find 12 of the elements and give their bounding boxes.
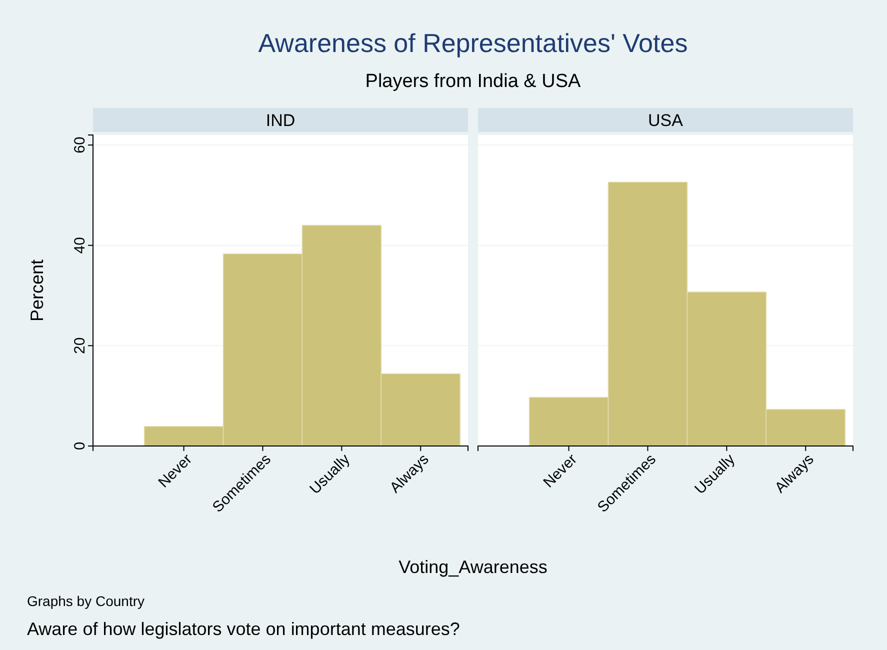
y-tick-label: 60	[71, 136, 88, 154]
y-tick-label: 40	[71, 237, 88, 254]
chart-title: USA	[648, 111, 684, 130]
y-tick-label: 20	[71, 337, 88, 354]
y-tick-label: 0	[71, 442, 88, 450]
y-axis-title: Percent	[27, 259, 47, 322]
text: Graphs by Country	[27, 593, 144, 609]
text: Players from India & USA	[365, 71, 582, 92]
chart-title: IND	[266, 111, 296, 130]
x-axis-title: Voting_Awareness	[398, 557, 548, 577]
text: Awareness of Representatives' Votes	[258, 28, 688, 58]
text: Aware of how legislators vote on important measures?	[27, 619, 460, 639]
